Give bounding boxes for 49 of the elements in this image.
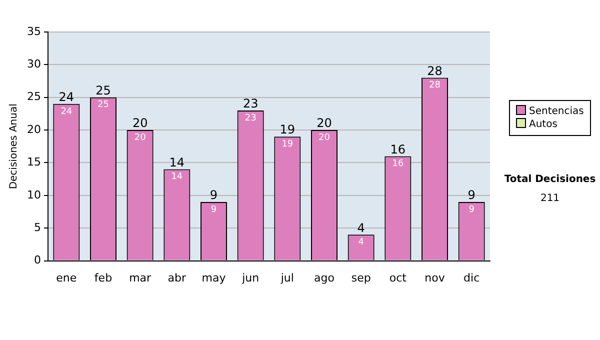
y-tick-label: 35 bbox=[26, 24, 41, 38]
total-label: 24 bbox=[58, 90, 74, 104]
x-tick-label: jul bbox=[280, 271, 294, 284]
total-label: 9 bbox=[210, 188, 218, 202]
data-label: 28 bbox=[429, 80, 441, 91]
x-tick-label: ene bbox=[56, 271, 77, 284]
y-tick-label: 5 bbox=[34, 220, 41, 234]
total-label: 14 bbox=[169, 155, 185, 170]
data-label: 16 bbox=[392, 159, 404, 170]
data-label: 14 bbox=[171, 172, 183, 182]
total-label: 19 bbox=[280, 122, 296, 137]
x-tick-label: mar bbox=[129, 271, 152, 284]
y-tick-label: 10 bbox=[26, 188, 41, 202]
y-axis-title: Decisiones Anual bbox=[8, 104, 20, 190]
x-tick-label: jun bbox=[241, 271, 260, 284]
x-tick-label: ago bbox=[314, 271, 335, 284]
data-label: 24 bbox=[60, 106, 72, 117]
data-label: 25 bbox=[98, 100, 109, 110]
text: 211 bbox=[539, 192, 561, 206]
data-label: 20 bbox=[318, 132, 330, 143]
total-label: 23 bbox=[242, 96, 258, 111]
x-tick-label: oct bbox=[389, 271, 408, 284]
total-label: 16 bbox=[390, 142, 406, 156]
total-label: 4 bbox=[357, 220, 365, 235]
legend-label: Sentencias bbox=[528, 105, 584, 118]
data-label: 9 bbox=[468, 204, 475, 215]
x-tick-label: feb bbox=[94, 271, 112, 284]
x-tick-label: abr bbox=[168, 271, 187, 284]
y-tick-label: 30 bbox=[26, 58, 41, 71]
data-label: 19 bbox=[282, 139, 294, 150]
y-tick-label: 25 bbox=[26, 90, 41, 104]
data-label: 9 bbox=[210, 204, 217, 215]
x-tick-label: sep bbox=[351, 271, 371, 284]
y-tick-label: 15 bbox=[26, 156, 41, 169]
x-tick-label: nov bbox=[424, 271, 446, 284]
x-tick-label: may bbox=[202, 271, 226, 284]
total-label: 20 bbox=[132, 116, 148, 130]
text: Total Decisiones bbox=[503, 173, 597, 187]
data-label: 20 bbox=[134, 132, 146, 143]
y-tick-label: 0 bbox=[34, 254, 41, 267]
total-label: 20 bbox=[316, 116, 332, 130]
data-label: 4 bbox=[358, 237, 364, 248]
x-tick-label: dic bbox=[464, 271, 480, 284]
legend-label: Autos bbox=[528, 118, 558, 131]
total-label: 9 bbox=[468, 188, 476, 202]
total-label: 25 bbox=[96, 83, 111, 98]
y-tick-label: 20 bbox=[26, 122, 41, 136]
data-label: 23 bbox=[244, 113, 256, 124]
total-label: 28 bbox=[427, 64, 442, 78]
